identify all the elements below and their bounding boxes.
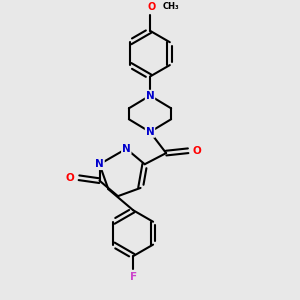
Text: O: O xyxy=(148,2,156,12)
Text: N: N xyxy=(146,127,154,137)
Text: N: N xyxy=(146,91,154,100)
Text: F: F xyxy=(130,272,137,282)
Text: N: N xyxy=(95,159,104,169)
Text: O: O xyxy=(66,173,75,183)
Text: O: O xyxy=(193,146,201,156)
Text: CH₃: CH₃ xyxy=(162,2,179,11)
Text: N: N xyxy=(122,144,131,154)
